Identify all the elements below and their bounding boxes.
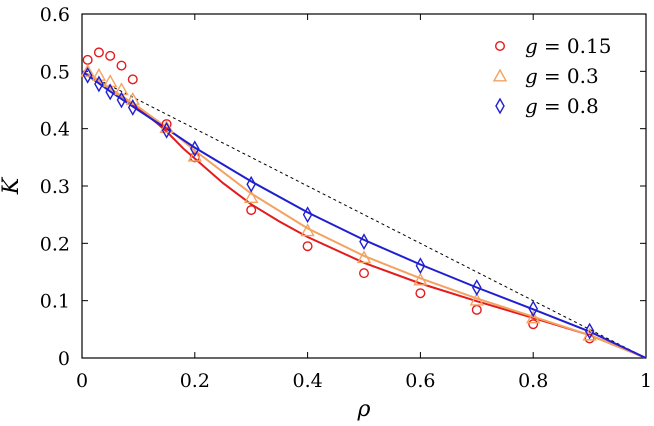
series-1-point	[469, 292, 484, 306]
series-0-point	[93, 47, 104, 58]
legend-marker-1	[492, 68, 508, 82]
series-1-point	[159, 120, 174, 134]
legend-label-2: g = 0.8	[525, 94, 599, 118]
y-tick-label: 0.4	[40, 119, 70, 141]
series-2-point	[584, 322, 595, 340]
series-0-point	[161, 119, 172, 130]
ticks-layer: 0 0.2 0.4 0.6 0.8 1 0 0.1 0.2 0.3 0.4 0.5 0.6	[40, 4, 652, 392]
series-2-point	[246, 175, 257, 193]
series-2-point	[105, 83, 116, 101]
series-0-point	[105, 50, 116, 61]
series-1-point	[526, 310, 541, 324]
legend-marker-0	[495, 41, 506, 52]
x-tick-label: 0	[76, 370, 88, 392]
series-1-point	[103, 74, 118, 88]
series-0-point	[528, 319, 539, 330]
y-tick-label: 0.2	[40, 233, 70, 255]
series-1-curve	[81, 70, 647, 359]
y-tick-label: 0	[58, 348, 70, 370]
series-1-point	[356, 250, 372, 264]
legend-marker-2	[495, 97, 505, 115]
legend-value-0: = 0.15	[544, 34, 612, 58]
curves-layer	[81, 70, 647, 359]
y-axis-label: K	[0, 176, 24, 195]
points-layer	[80, 47, 597, 344]
series-0-point	[471, 304, 482, 315]
legend-symbol-2: g	[525, 94, 538, 118]
series-2-point	[189, 140, 200, 158]
series-2-point	[471, 279, 482, 296]
series-0-point	[116, 60, 127, 71]
series-0-point	[127, 74, 138, 85]
series-0-point	[359, 268, 370, 279]
x-tick-label: 0.8	[518, 370, 548, 392]
series-0-point	[415, 288, 426, 299]
x-axis-label: ρ	[357, 397, 371, 422]
legend-label-1: g = 0.3	[525, 64, 599, 88]
legend-symbol-0: g	[525, 34, 538, 58]
series-2-point	[302, 206, 313, 224]
x-tick-label: 1	[640, 370, 652, 392]
series-2-point	[415, 257, 426, 275]
series-0-point	[302, 241, 313, 252]
series-2-point	[127, 99, 138, 116]
series-1-point	[125, 91, 140, 105]
series-2-curve	[81, 70, 647, 359]
series-2-point	[94, 75, 104, 93]
legend-value-1: = 0.3	[544, 64, 599, 88]
legend-symbol-1: g	[525, 64, 538, 88]
series-0-point	[82, 54, 93, 65]
series-1-point	[413, 272, 428, 286]
series-1-point	[244, 190, 259, 203]
series-2-point	[528, 300, 539, 318]
x-tick-label: 0.6	[405, 370, 435, 392]
legend: g = 0.15g = 0.3g = 0.8	[492, 34, 611, 118]
series-2-point	[116, 91, 127, 109]
series-1-point	[114, 82, 129, 96]
series-1-point	[582, 327, 597, 341]
y-tick-label: 0.5	[40, 61, 70, 83]
y-tick-label: 0.1	[40, 291, 70, 313]
series-1-point	[80, 63, 95, 77]
y-tick-label: 0.3	[40, 176, 70, 198]
series-1-point	[300, 223, 315, 237]
legend-value-2: = 0.8	[544, 94, 599, 118]
y-tick-label: 0.6	[40, 4, 70, 26]
legend-label-0: g = 0.15	[525, 34, 611, 58]
series-0-point	[584, 333, 595, 344]
series-1-point	[91, 67, 107, 81]
x-tick-label: 0.2	[180, 370, 210, 392]
series-1-point	[187, 148, 202, 162]
series-2-point	[161, 121, 172, 139]
x-tick-label: 0.4	[292, 370, 322, 392]
series-2-point	[359, 233, 369, 251]
series-2-point	[82, 66, 93, 84]
series-0-point	[246, 205, 257, 216]
